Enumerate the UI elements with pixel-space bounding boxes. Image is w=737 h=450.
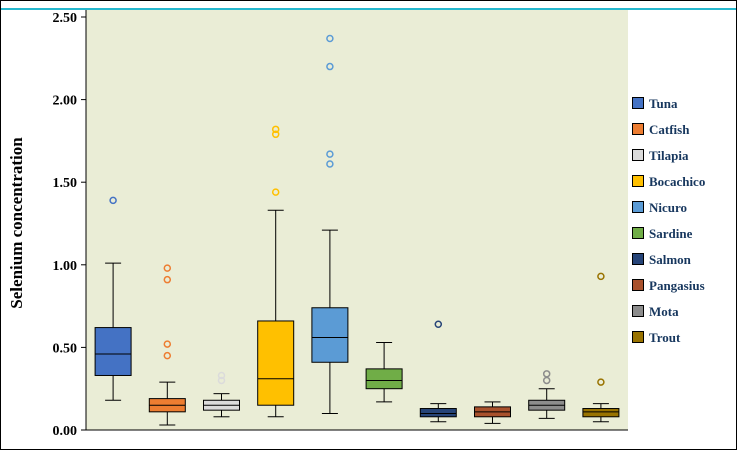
legend-item-sardine: Sardine [632, 224, 705, 242]
legend-item-trout: Trout [632, 328, 705, 346]
y-tick-label: 1.50 [53, 176, 78, 191]
y-tick-label: 1.00 [53, 259, 78, 274]
outlier-mota [542, 370, 551, 378]
box-bocachico [257, 320, 295, 406]
legend-item-salmon: Salmon [632, 250, 705, 268]
outlier-tilapia [217, 371, 226, 380]
legend-label-tilapia: Tilapia [649, 147, 689, 163]
box-nicuro [311, 307, 349, 363]
outlier-tuna [109, 196, 117, 205]
legend-item-tilapia: Tilapia [632, 146, 705, 164]
legend-swatch-pangasius [632, 279, 644, 291]
outlier-salmon [434, 320, 443, 329]
legend: Tuna Catfish Tilapia Bocachico Nicuro Sardine… [632, 94, 705, 354]
y-tick-label: 2.00 [53, 94, 78, 109]
legend-item-nicuro: Nicuro [632, 198, 705, 216]
legend-swatch-tuna [632, 97, 644, 109]
outlier-catfish [163, 275, 172, 284]
box-sardine [365, 368, 403, 390]
outlier-nicuro [326, 150, 334, 158]
y-tick-label: 0.00 [53, 424, 78, 439]
legend-label-salmon: Salmon [649, 251, 691, 267]
legend-swatch-bocachico [632, 175, 644, 187]
plot-area [86, 10, 628, 430]
legend-label-nicuro: Nicuro [649, 199, 688, 215]
legend-item-tuna: Tuna [632, 94, 705, 112]
legend-label-catfish: Catfish [649, 121, 690, 137]
legend-swatch-catfish [632, 123, 644, 135]
legend-item-bocachico: Bocachico [632, 172, 705, 190]
outlier-trout [597, 272, 605, 281]
outlier-catfish [163, 264, 172, 272]
box-salmon [419, 408, 457, 418]
outlier-catfish [163, 351, 172, 360]
legend-label-sardine: Sardine [649, 225, 693, 241]
legend-label-mota: Mota [649, 303, 679, 319]
legend-label-pangasius: Pangasius [649, 277, 705, 293]
legend-item-pangasius: Pangasius [632, 276, 705, 294]
outlier-catfish [163, 340, 172, 348]
legend-label-tuna: Tuna [649, 95, 678, 111]
outlier-trout [597, 378, 605, 386]
legend-label-trout: Trout [649, 329, 681, 345]
legend-swatch-salmon [632, 253, 644, 265]
legend-swatch-tilapia [632, 149, 644, 161]
box-trout [582, 408, 620, 418]
y-tick-label: 0.50 [53, 341, 78, 356]
outlier-nicuro [326, 160, 334, 168]
legend-swatch-trout [632, 331, 644, 343]
legend-swatch-sardine [632, 227, 644, 239]
legend-item-catfish: Catfish [632, 120, 705, 138]
y-axis-title: Selenium concentration [7, 137, 26, 309]
legend-swatch-nicuro [632, 201, 644, 213]
legend-swatch-mota [632, 305, 644, 317]
outlier-tilapia [217, 376, 226, 385]
box-tuna [94, 327, 132, 376]
outlier-nicuro [326, 34, 334, 43]
legend-label-bocachico: Bocachico [649, 173, 706, 189]
outlier-bocachico [271, 188, 280, 196]
legend-item-mota: Mota [632, 302, 705, 320]
outlier-nicuro [326, 62, 334, 71]
outlier-bocachico [271, 130, 280, 139]
outlier-bocachico [271, 125, 280, 134]
y-tick-label: 2.50 [53, 11, 78, 26]
